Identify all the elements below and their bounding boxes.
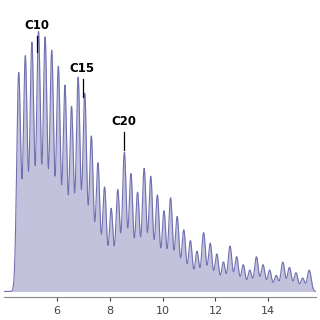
Text: C20: C20 xyxy=(111,115,136,128)
Text: C15: C15 xyxy=(69,62,94,75)
Text: C10: C10 xyxy=(24,19,49,32)
